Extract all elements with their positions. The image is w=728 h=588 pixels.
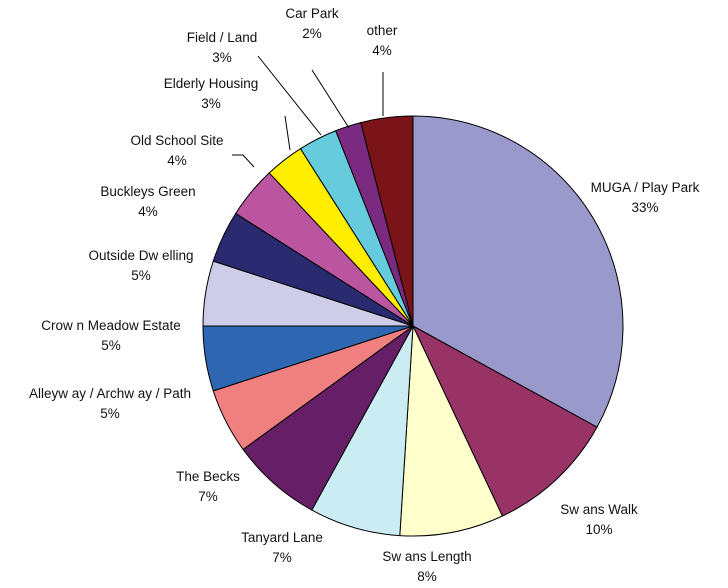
slice-name-7: Outside Dw elling (88, 248, 193, 263)
pie-slice-1 (411, 324, 598, 517)
pie-slice-2 (399, 325, 504, 537)
slice-label-10: Elderly Housing 3% (164, 76, 259, 111)
pie-slices (202, 115, 624, 537)
slice-name-5: Alleyw ay / Archw ay / Path (29, 386, 191, 401)
slice-label-6: Crow n Meadow Estate 5% (41, 318, 181, 353)
pie-slice-13 (360, 115, 414, 327)
slice-name-1: Sw ans Walk (560, 502, 638, 517)
slice-percent-10: 3% (201, 96, 221, 111)
leader-line-11 (257, 55, 322, 136)
slice-name-8: Buckleys Green (100, 184, 195, 199)
slice-label-1: Sw ans Walk 10% (560, 502, 638, 537)
slice-percent-0: 33% (631, 200, 658, 215)
slice-name-11: Field / Land (187, 30, 258, 45)
slice-percent-8: 4% (138, 204, 158, 219)
slice-name-9: Old School Site (130, 133, 223, 148)
slice-percent-1: 10% (585, 522, 612, 537)
slice-label-11: Field / Land 3% (187, 30, 258, 65)
slice-label-3: Tanyard Lane 7% (241, 530, 323, 565)
slice-name-3: Tanyard Lane (241, 530, 323, 545)
slice-label-13: other 4% (367, 23, 398, 58)
slice-name-4: The Becks (176, 469, 240, 484)
slice-label-0: MUGA / Play Park 33% (591, 180, 700, 215)
slice-label-8: Buckleys Green 4% (100, 184, 195, 219)
slice-percent-5: 5% (100, 406, 120, 421)
slice-label-2: Sw ans Length 8% (382, 549, 471, 584)
slice-name-13: other (367, 23, 398, 38)
slice-label-12: Car Park 2% (285, 6, 339, 41)
slice-percent-3: 7% (272, 550, 292, 565)
pie-slice-0 (412, 115, 624, 428)
slice-percent-4: 7% (198, 489, 218, 504)
leader-line-9 (232, 154, 255, 168)
slice-label-4: The Becks 7% (176, 469, 240, 504)
slice-percent-7: 5% (131, 268, 151, 283)
leader-line-12 (311, 69, 350, 129)
slice-percent-11: 3% (212, 50, 232, 65)
leader-line-10 (284, 115, 291, 151)
slice-name-6: Crow n Meadow Estate (41, 318, 181, 333)
leader-lines (232, 55, 384, 168)
slice-name-12: Car Park (285, 6, 339, 21)
slice-percent-2: 8% (417, 569, 437, 584)
slice-label-7: Outside Dw elling 5% (88, 248, 193, 283)
slice-name-0: MUGA / Play Park (591, 180, 700, 195)
slice-percent-13: 4% (372, 43, 392, 58)
slice-label-9: Old School Site 4% (130, 133, 223, 168)
slice-percent-6: 5% (101, 338, 121, 353)
slice-percent-12: 2% (302, 26, 322, 41)
slice-label-5: Alleyw ay / Archw ay / Path 5% (29, 386, 191, 421)
slice-percent-9: 4% (167, 153, 187, 168)
slice-name-2: Sw ans Length (382, 549, 471, 564)
slice-name-10: Elderly Housing (164, 76, 259, 91)
slice-labels: MUGA / Play Park 33%Sw ans Walk 10%Sw ans … (29, 6, 700, 584)
